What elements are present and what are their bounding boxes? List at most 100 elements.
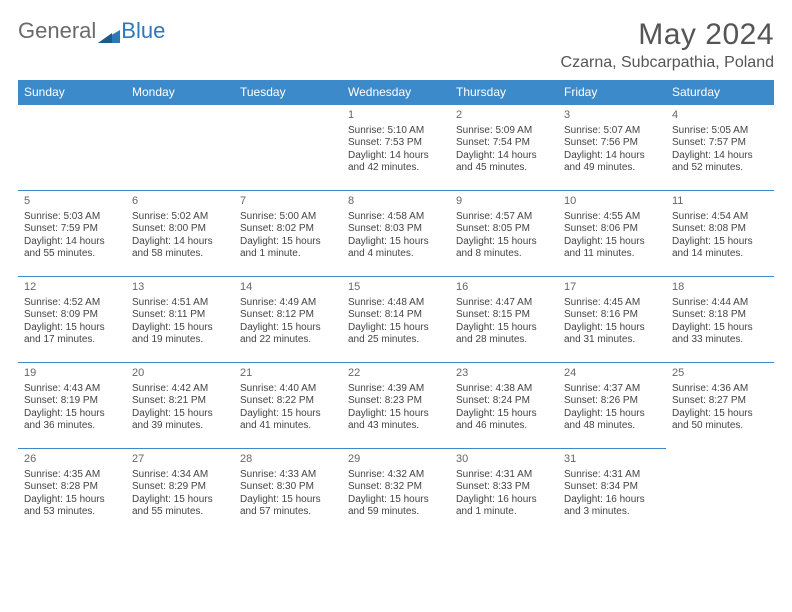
sunrise-line: Sunrise: 4:34 AM	[132, 469, 228, 482]
sunrise-line: Sunrise: 4:45 AM	[564, 297, 660, 310]
calendar-cell: 4Sunrise: 5:05 AMSunset: 7:57 PMDaylight…	[666, 104, 774, 190]
calendar-cell-empty	[18, 104, 126, 190]
logo: General Blue	[18, 18, 165, 44]
sunrise-line: Sunrise: 5:03 AM	[24, 211, 120, 224]
sunrise-line: Sunrise: 5:07 AM	[564, 125, 660, 138]
calendar-cell: 1 Sunrise: 5:10 AMSunset: 7:53 PMDaylight…	[342, 104, 450, 190]
day-number: 6	[132, 195, 228, 209]
calendar-cell: 15Sunrise: 4:48 AMSunset: 8:14 PMDayligh…	[342, 276, 450, 362]
day-number: 1	[348, 109, 444, 123]
daylight-line: Daylight: 15 hours and 22 minutes.	[240, 322, 336, 347]
day-number: 20	[132, 367, 228, 381]
logo-text-general: General	[18, 18, 96, 44]
sunset-line: Sunset: 8:21 PM	[132, 395, 228, 408]
sunrise-line: Sunrise: 5:05 AM	[672, 125, 768, 138]
daylight-line: Daylight: 15 hours and 25 minutes.	[348, 322, 444, 347]
day-number: 23	[456, 367, 552, 381]
weekday-header: Monday	[126, 80, 234, 104]
location-text: Czarna, Subcarpathia, Poland	[561, 54, 774, 72]
calendar-cell: 29Sunrise: 4:32 AMSunset: 8:32 PMDayligh…	[342, 448, 450, 534]
daylight-line: Daylight: 15 hours and 53 minutes.	[24, 494, 120, 519]
day-number: 22	[348, 367, 444, 381]
sunrise-line: Sunrise: 4:54 AM	[672, 211, 768, 224]
day-number: 10	[564, 195, 660, 209]
calendar-cell: 5Sunrise: 5:03 AMSunset: 7:59 PMDaylight…	[18, 190, 126, 276]
sunrise-line: Sunrise: 4:43 AM	[24, 383, 120, 396]
header: General Blue May 2024 Czarna, Subcarpath…	[18, 18, 774, 72]
daylight-line: Daylight: 15 hours and 48 minutes.	[564, 408, 660, 433]
calendar-cell: 13Sunrise: 4:51 AMSunset: 8:11 PMDayligh…	[126, 276, 234, 362]
sunset-line: Sunset: 7:53 PM	[348, 137, 444, 150]
daylight-line: Daylight: 15 hours and 17 minutes.	[24, 322, 120, 347]
day-number: 26	[24, 453, 120, 467]
day-number: 31	[564, 453, 660, 467]
calendar-cell: 26Sunrise: 4:35 AMSunset: 8:28 PMDayligh…	[18, 448, 126, 534]
day-number: 25	[672, 367, 768, 381]
day-number: 14	[240, 281, 336, 295]
weekday-header: Saturday	[666, 80, 774, 104]
day-number: 12	[24, 281, 120, 295]
calendar-cell: 18Sunrise: 4:44 AMSunset: 8:18 PMDayligh…	[666, 276, 774, 362]
sunset-line: Sunset: 8:22 PM	[240, 395, 336, 408]
sunrise-line: Sunrise: 4:57 AM	[456, 211, 552, 224]
day-number: 4	[672, 109, 768, 123]
sunrise-line: Sunrise: 4:40 AM	[240, 383, 336, 396]
calendar-cell: 16 Sunrise: 4:47 AMSunset: 8:15 PMDayligh…	[450, 276, 558, 362]
daylight-line: Daylight: 14 hours and 58 minutes.	[132, 236, 228, 261]
sunset-line: Sunset: 8:29 PM	[132, 481, 228, 494]
calendar-cell: 14 Sunrise: 4:49 AMSunset: 8:12 PMDayligh…	[234, 276, 342, 362]
sunrise-line: Sunrise: 5:10 AM	[348, 125, 444, 138]
daylight-line: Daylight: 15 hours and 50 minutes.	[672, 408, 768, 433]
day-number: 7	[240, 195, 336, 209]
sunset-line: Sunset: 8:26 PM	[564, 395, 660, 408]
sunset-line: Sunset: 8:06 PM	[564, 223, 660, 236]
sunset-line: Sunset: 8:23 PM	[348, 395, 444, 408]
sunset-line: Sunset: 8:00 PM	[132, 223, 228, 236]
day-number: 13	[132, 281, 228, 295]
daylight-line: Daylight: 14 hours and 45 minutes.	[456, 150, 552, 175]
calendar-cell: 7Sunrise: 5:00 AMSunset: 8:02 PMDaylight…	[234, 190, 342, 276]
calendar-cell: 23Sunrise: 4:38 AMSunset: 8:24 PMDayligh…	[450, 362, 558, 448]
day-number: 16	[456, 281, 552, 295]
calendar-cell: 31Sunrise: 4:31 AMSunset: 8:34 PMDayligh…	[558, 448, 666, 534]
calendar-header-row: SundayMondayTuesdayWednesdayThursdayFrid…	[18, 80, 774, 104]
daylight-line: Daylight: 14 hours and 55 minutes.	[24, 236, 120, 261]
daylight-line: Daylight: 15 hours and 39 minutes.	[132, 408, 228, 433]
calendar-cell: 2Sunrise: 5:09 AMSunset: 7:54 PMDaylight…	[450, 104, 558, 190]
sunrise-line: Sunrise: 4:39 AM	[348, 383, 444, 396]
sunset-line: Sunset: 8:19 PM	[24, 395, 120, 408]
calendar-cell: 28Sunrise: 4:33 AMSunset: 8:30 PMDayligh…	[234, 448, 342, 534]
sunrise-line: Sunrise: 4:32 AM	[348, 469, 444, 482]
sunset-line: Sunset: 8:12 PM	[240, 309, 336, 322]
calendar-cell-empty	[234, 104, 342, 190]
daylight-line: Daylight: 15 hours and 43 minutes.	[348, 408, 444, 433]
sunset-line: Sunset: 8:09 PM	[24, 309, 120, 322]
calendar-cell: 21Sunrise: 4:40 AMSunset: 8:22 PMDayligh…	[234, 362, 342, 448]
sunrise-line: Sunrise: 4:44 AM	[672, 297, 768, 310]
sunrise-line: Sunrise: 4:37 AM	[564, 383, 660, 396]
sunset-line: Sunset: 8:27 PM	[672, 395, 768, 408]
daylight-line: Daylight: 14 hours and 49 minutes.	[564, 150, 660, 175]
daylight-line: Daylight: 14 hours and 42 minutes.	[348, 150, 444, 175]
day-number: 18	[672, 281, 768, 295]
calendar: SundayMondayTuesdayWednesdayThursdayFrid…	[18, 80, 774, 534]
daylight-line: Daylight: 15 hours and 11 minutes.	[564, 236, 660, 261]
day-number: 19	[24, 367, 120, 381]
sunset-line: Sunset: 7:57 PM	[672, 137, 768, 150]
daylight-line: Daylight: 15 hours and 1 minute.	[240, 236, 336, 261]
weekday-header: Friday	[558, 80, 666, 104]
sunrise-line: Sunrise: 4:49 AM	[240, 297, 336, 310]
daylight-line: Daylight: 15 hours and 28 minutes.	[456, 322, 552, 347]
calendar-cell-empty	[126, 104, 234, 190]
sunrise-line: Sunrise: 4:47 AM	[456, 297, 552, 310]
sunrise-line: Sunrise: 4:52 AM	[24, 297, 120, 310]
weekday-header: Sunday	[18, 80, 126, 104]
sunset-line: Sunset: 8:15 PM	[456, 309, 552, 322]
weekday-header: Tuesday	[234, 80, 342, 104]
sunset-line: Sunset: 8:33 PM	[456, 481, 552, 494]
sunset-line: Sunset: 8:16 PM	[564, 309, 660, 322]
sunrise-line: Sunrise: 4:51 AM	[132, 297, 228, 310]
sunset-line: Sunset: 8:24 PM	[456, 395, 552, 408]
calendar-cell: 24Sunrise: 4:37 AMSunset: 8:26 PMDayligh…	[558, 362, 666, 448]
daylight-line: Daylight: 15 hours and 46 minutes.	[456, 408, 552, 433]
